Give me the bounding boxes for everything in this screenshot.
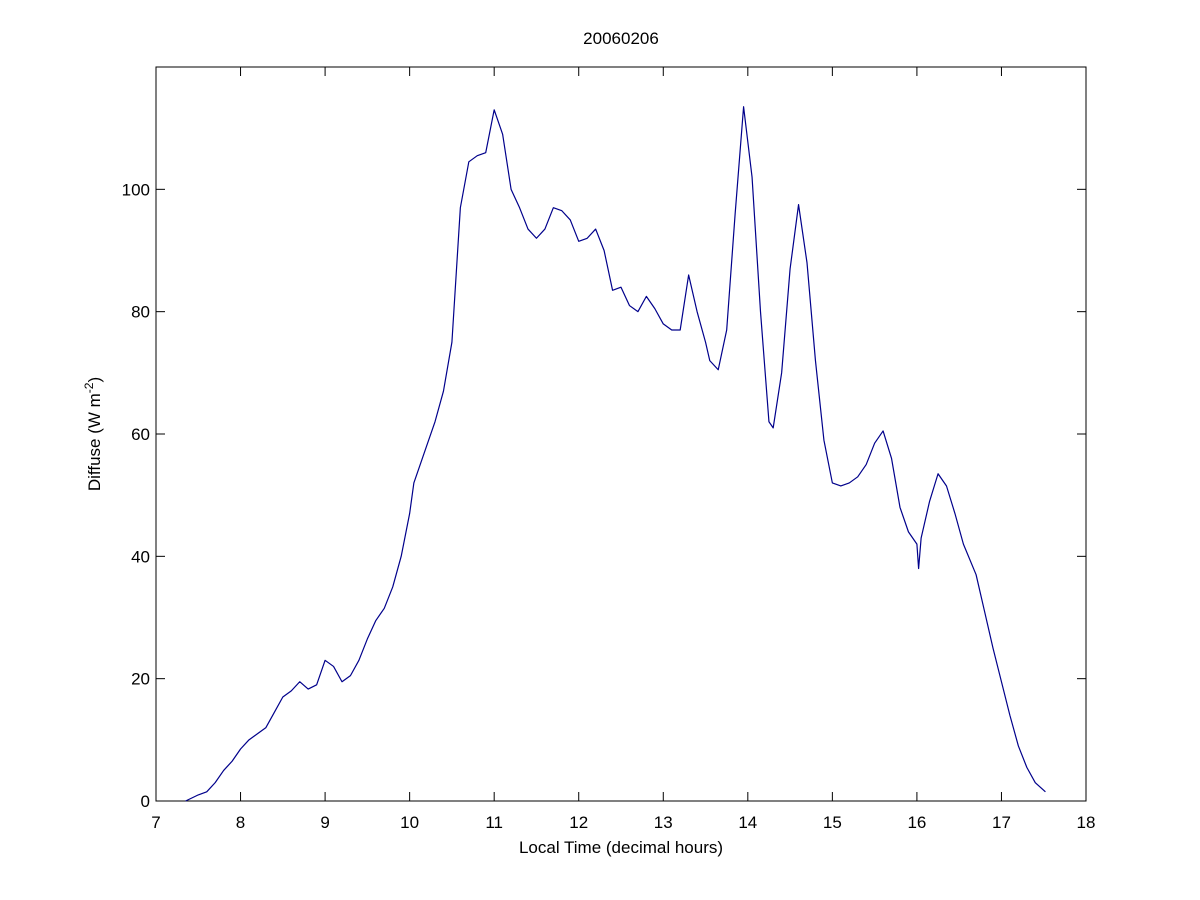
x-tick-label: 9 [320,813,329,832]
y-tick-label: 40 [131,547,150,566]
y-tick-label: 80 [131,303,150,322]
y-axis-label-superscript: -2 [82,382,96,393]
x-tick-label: 12 [569,813,588,832]
chart-title: 20060206 [583,29,659,48]
x-axis-label: Local Time (decimal hours) [519,838,723,857]
x-tick-label: 8 [236,813,245,832]
data-line [185,106,1046,802]
y-tick-label: 20 [131,670,150,689]
y-tick-label: 60 [131,425,150,444]
y-tick-label: 0 [141,792,150,811]
y-axis-label-suffix: ) [85,377,104,383]
x-tick-label: 15 [823,813,842,832]
x-tick-label: 10 [400,813,419,832]
x-tick-label: 7 [151,813,160,832]
plot-area [155,66,1087,802]
x-tick-label: 18 [1077,813,1096,832]
x-tick-label: 16 [907,813,926,832]
y-axis-label-text: Diffuse (W m [85,393,104,491]
y-axis-label: Diffuse (W m-2) [82,377,104,491]
x-tick-label: 11 [485,813,503,832]
x-tick-label: 13 [654,813,673,832]
x-tick-label: 14 [738,813,757,832]
x-tick-label: 17 [992,813,1011,832]
y-tick-label: 100 [122,180,150,199]
